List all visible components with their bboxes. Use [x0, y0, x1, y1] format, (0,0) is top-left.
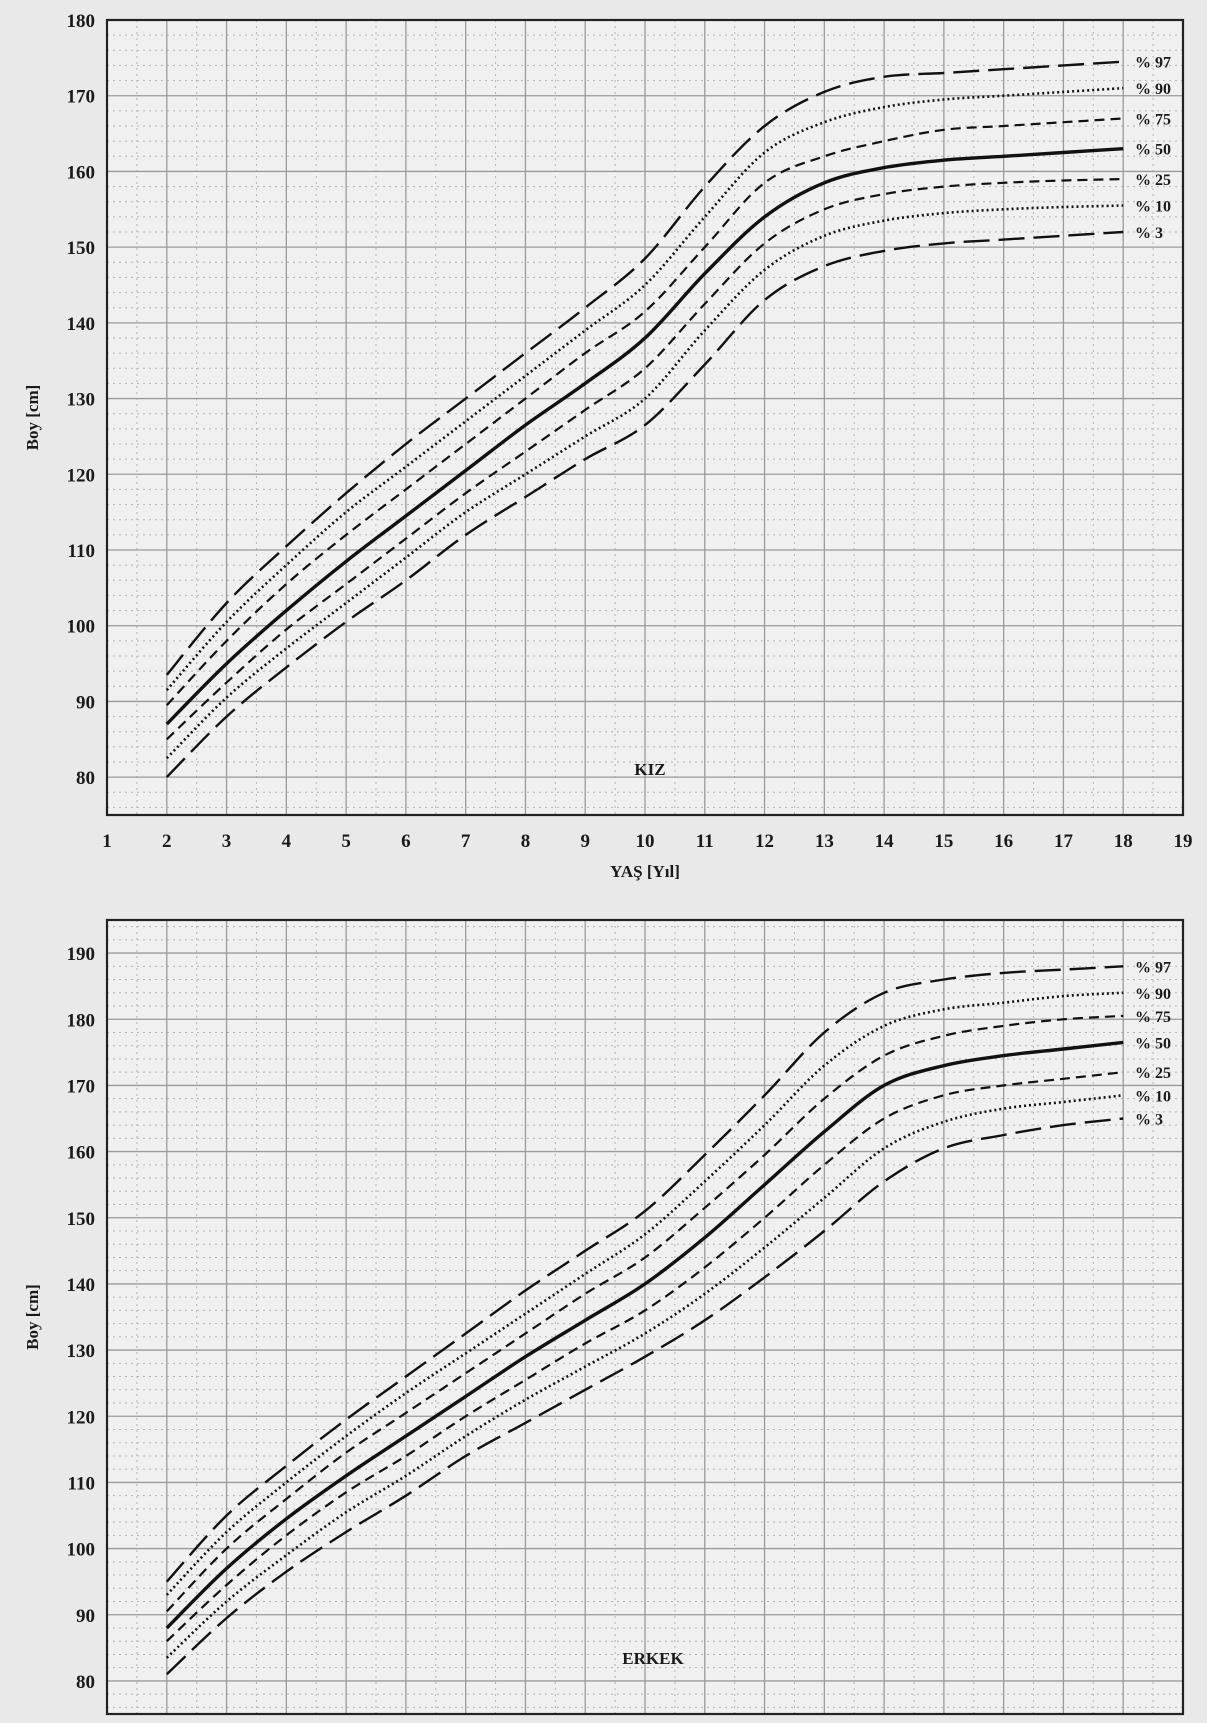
y-tick-label: 130 — [67, 390, 96, 411]
y-tick-label: 150 — [67, 1209, 96, 1230]
series-line-p90 — [165, 991, 1124, 1596]
plot-frame — [105, 18, 1185, 817]
series-line-p50 — [165, 147, 1124, 726]
y-tick-label: 140 — [67, 314, 96, 335]
x-tick-label: 1 — [102, 831, 112, 852]
x-tick-label: 12 — [755, 831, 774, 852]
y-axis-title: Boy [cm] — [23, 1284, 42, 1350]
series-line-p90 — [165, 86, 1124, 691]
series-label-p50: % 50 — [1135, 1035, 1171, 1052]
y-tick-label: 80 — [76, 768, 95, 789]
x-tick-label: 19 — [1174, 831, 1193, 852]
plot-frame — [105, 918, 1185, 1716]
y-tick-label: 170 — [67, 1076, 96, 1097]
series-line-p25 — [166, 1071, 1124, 1642]
y-tick-label: 80 — [76, 1672, 95, 1693]
y-tick-label: 100 — [67, 1540, 96, 1561]
series-label-p3: % 3 — [1135, 1112, 1163, 1129]
series-label-p97: % 97 — [1135, 55, 1171, 72]
grid — [107, 19, 1183, 815]
x-tick-label: 7 — [461, 831, 471, 852]
y-tick-label: 170 — [67, 87, 96, 108]
x-axis-title: YAŞ [Yıl] — [610, 862, 680, 881]
x-tick-label: 10 — [636, 831, 655, 852]
series-label-p97: % 97 — [1135, 959, 1171, 976]
x-tick-label: 3 — [222, 831, 232, 852]
x-tick-label: 14 — [875, 831, 895, 852]
series-label-p50: % 50 — [1135, 142, 1171, 159]
series-label-p3: % 3 — [1135, 225, 1163, 242]
y-tick-label: 130 — [67, 1341, 96, 1362]
y-tick-label: 160 — [67, 162, 96, 183]
x-tick-label: 5 — [341, 831, 351, 852]
y-tick-label: 120 — [67, 1407, 96, 1428]
x-tick-label: 16 — [994, 831, 1013, 852]
y-tick-label: 180 — [67, 1010, 96, 1031]
y-tick-label: 120 — [67, 465, 96, 486]
series-label-p90: % 90 — [1135, 986, 1171, 1003]
y-tick-label: 110 — [68, 541, 95, 562]
x-tick-label: 8 — [521, 831, 531, 852]
panel-label: KIZ — [634, 760, 665, 779]
x-tick-label: 13 — [815, 831, 834, 852]
y-tick-label: 150 — [67, 238, 96, 259]
panel-label: ERKEK — [622, 1649, 684, 1668]
x-tick-label: 4 — [282, 831, 292, 852]
y-tick-label: 110 — [68, 1473, 95, 1494]
x-tick-label: 17 — [1054, 831, 1074, 852]
series-line-p3 — [165, 1117, 1124, 1676]
series-label-p90: % 90 — [1135, 81, 1171, 98]
series-label-p10: % 10 — [1135, 1088, 1171, 1105]
y-tick-label: 90 — [76, 692, 95, 713]
y-tick-label: 140 — [67, 1275, 96, 1296]
series-line-p50 — [165, 1040, 1124, 1630]
y-tick-label: 160 — [67, 1143, 96, 1164]
x-tick-label: 15 — [934, 831, 953, 852]
series-line-p75 — [165, 117, 1124, 706]
series-label-p75: % 75 — [1135, 111, 1171, 128]
x-tick-label: 2 — [162, 831, 172, 852]
series-line-p97 — [165, 60, 1124, 676]
y-tick-label: 180 — [67, 11, 96, 32]
y-tick-label: 90 — [76, 1606, 95, 1627]
series-line-p10 — [165, 204, 1124, 760]
series-label-p75: % 75 — [1135, 1009, 1171, 1026]
series-line-p97 — [165, 965, 1124, 1583]
series-line-p25 — [166, 177, 1124, 741]
series-label-p25: % 25 — [1135, 172, 1171, 189]
grid — [107, 920, 1183, 1714]
series-label-p25: % 25 — [1135, 1065, 1171, 1082]
y-axis-title: Boy [cm] — [23, 385, 42, 451]
x-tick-label: 11 — [696, 831, 714, 852]
y-tick-label: 100 — [67, 617, 96, 638]
series-line-p3 — [165, 230, 1124, 778]
x-tick-label: 18 — [1114, 831, 1133, 852]
y-tick-label: 190 — [67, 944, 96, 965]
x-tick-label: 6 — [401, 831, 411, 852]
series-label-p10: % 10 — [1135, 199, 1171, 216]
chart-panel-1: 80 90 100 110 120 130 140 150 160 170 180 190 Boy [c… — [23, 918, 1185, 1716]
x-tick-label: 9 — [580, 831, 590, 852]
